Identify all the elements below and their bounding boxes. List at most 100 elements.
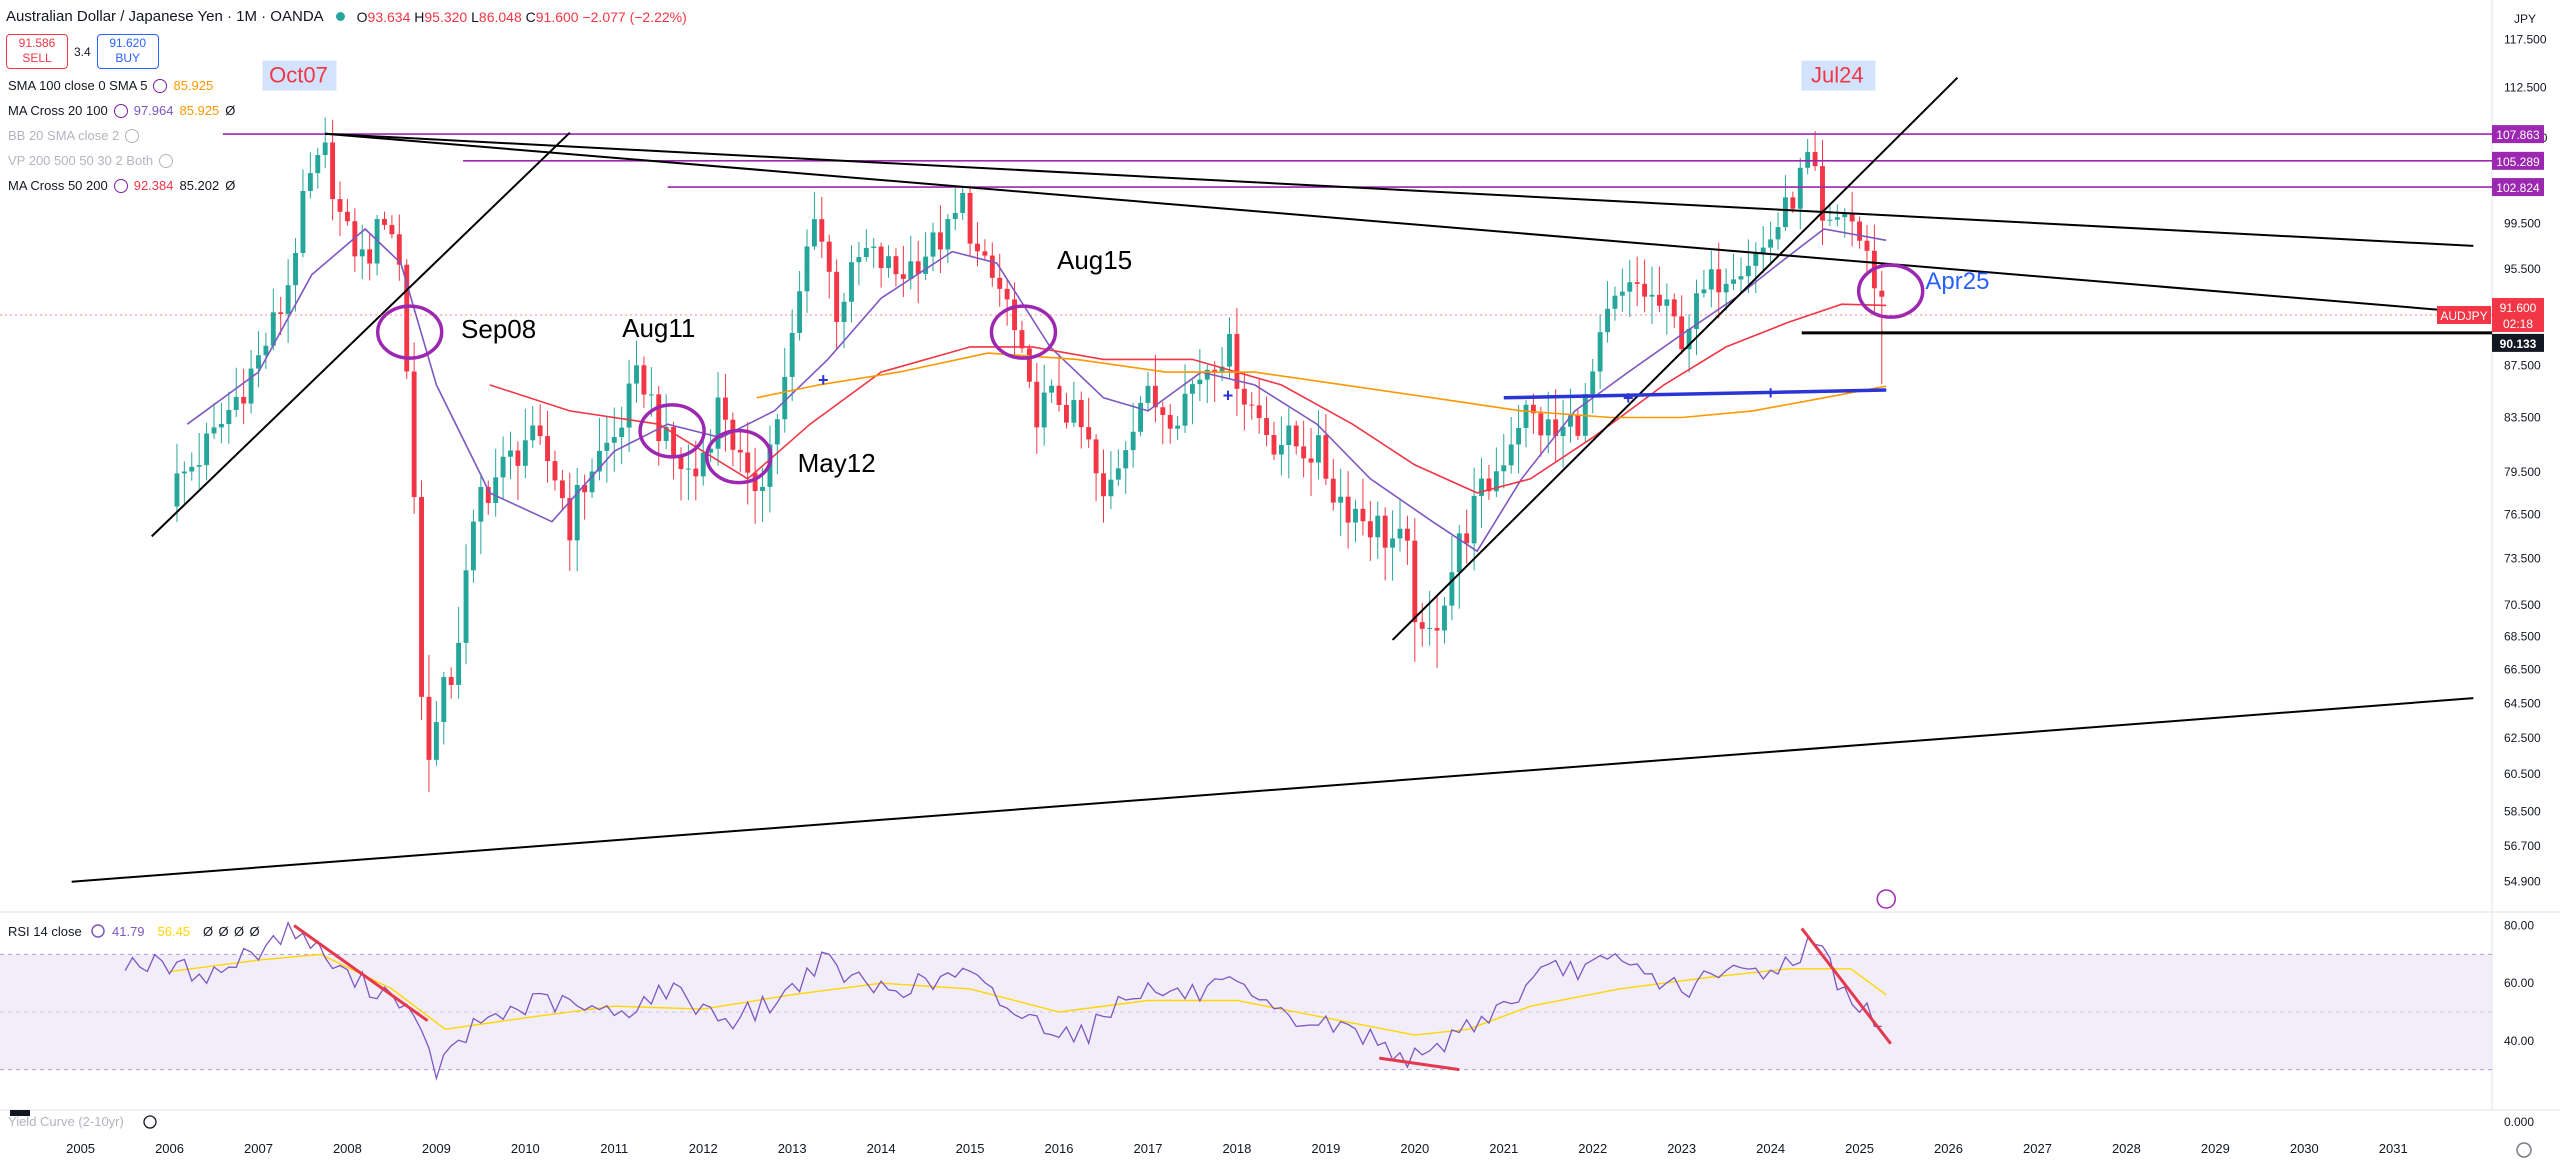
candle-body (1130, 431, 1136, 451)
annotation-circle[interactable] (1856, 263, 1925, 319)
time-tick-label: 2031 (2379, 1141, 2408, 1156)
candle-body (522, 440, 528, 466)
annotation-circle[interactable] (638, 403, 706, 459)
candle-body (760, 486, 765, 491)
settings-icon[interactable] (153, 78, 168, 93)
settings-icon[interactable] (113, 178, 128, 193)
candle-body (1227, 333, 1232, 367)
indicator-row[interactable]: BB 20 SMA close 2 (8, 128, 140, 143)
candle-body (1390, 538, 1396, 548)
candle-body (752, 472, 758, 491)
candle-body (307, 173, 313, 191)
trendline[interactable] (325, 132, 2474, 314)
candle-body (411, 371, 417, 498)
candle-body (1419, 622, 1425, 629)
candle-body (1138, 402, 1144, 432)
settings-gear-icon[interactable] (2516, 1142, 2532, 1158)
candle-body (1330, 478, 1336, 503)
rsi-divergence-line[interactable] (293, 924, 429, 1022)
currency-label[interactable]: JPY (2513, 12, 2536, 26)
candle-body (508, 450, 513, 457)
price-label-box (2492, 178, 2544, 197)
candle-body (1204, 369, 1210, 380)
trendline[interactable] (325, 132, 2474, 247)
candle-body (1375, 515, 1381, 538)
candle-body (1338, 496, 1344, 503)
ohlc-close-label: C (525, 8, 536, 25)
candle-body (1264, 418, 1270, 436)
candle-body (1345, 496, 1351, 523)
candle-body (1404, 528, 1410, 541)
annotation-label[interactable]: Apr25 (1925, 268, 1989, 295)
candle-body (597, 450, 602, 472)
buy-button[interactable]: 91.620 BUY (96, 34, 159, 69)
settings-icon[interactable] (91, 924, 105, 938)
sell-button[interactable]: 91.586 SELL (6, 34, 68, 69)
candle-body (1842, 212, 1848, 218)
time-tick-label: 2007 (244, 1141, 273, 1156)
time-tick-label: 2020 (1400, 1141, 1429, 1156)
eye-hidden-icon[interactable] (143, 1115, 157, 1129)
candle-body (648, 394, 654, 396)
annotation-circle[interactable] (989, 304, 1058, 360)
candle-body (1212, 369, 1218, 373)
candle-body (1760, 247, 1766, 253)
candle-body (1775, 227, 1781, 240)
price-tick-label: 99.500 (2504, 216, 2541, 230)
candle-body (1160, 407, 1166, 415)
candle-body (456, 642, 462, 685)
indicator-row[interactable]: SMA 100 close 0 SMA 5 85.925 (8, 78, 213, 93)
rsi-divergence-line[interactable] (1379, 1056, 1460, 1072)
candle-body (789, 332, 795, 377)
trendline[interactable] (1391, 77, 1959, 641)
candle-body (1012, 299, 1017, 331)
settings-icon[interactable] (113, 103, 128, 118)
candle-body (367, 249, 373, 264)
symbol-title[interactable]: Australian Dollar / Japanese Yen · 1M · … (6, 8, 324, 25)
annotation-label[interactable]: Oct07 (269, 63, 328, 88)
lightning-icon[interactable] (1876, 889, 1896, 909)
annotation-label[interactable]: May12 (798, 448, 876, 478)
indicator-row[interactable]: MA Cross 20 100 97.964 85.925 Ø (8, 103, 235, 118)
candle-body (1812, 152, 1818, 167)
support-line[interactable] (1503, 388, 1887, 400)
candle-body (1523, 404, 1529, 428)
annotation-circle[interactable] (705, 428, 773, 485)
eye-hidden-icon[interactable] (125, 128, 140, 143)
candle-body (730, 419, 736, 450)
price-label-box (2492, 125, 2544, 144)
candle-body (1056, 385, 1062, 405)
candle-body (641, 365, 647, 395)
time-tick-label: 2026 (1934, 1141, 1963, 1156)
candle-body (989, 255, 995, 278)
candle-body (1278, 445, 1284, 455)
annotation-label[interactable]: Jul24 (1811, 63, 1864, 88)
annotation-label[interactable]: Aug11 (622, 313, 695, 343)
candle-body (1308, 458, 1314, 463)
annotation-circle[interactable] (375, 304, 444, 360)
candle-body (997, 277, 1003, 289)
trendline[interactable] (151, 131, 571, 538)
buy-price: 91.620 (109, 36, 147, 50)
indicator-name: MA Cross 20 100 (8, 103, 108, 118)
cross-marker: + (1765, 383, 1776, 403)
candle-body (315, 155, 321, 174)
indicator-row[interactable]: VP 200 500 50 30 2 Both (8, 153, 174, 168)
candle-body (1501, 465, 1507, 472)
rsi-divergence-line[interactable] (1800, 927, 1892, 1045)
candle-body (1167, 414, 1173, 429)
trendline[interactable] (71, 697, 2474, 883)
candle-body (1753, 252, 1759, 266)
eye-hidden-icon[interactable] (159, 153, 174, 168)
price-tick-label: 73.500 (2504, 552, 2541, 566)
candle-body (1545, 419, 1551, 436)
candle-body (841, 301, 847, 323)
annotation-label[interactable]: Sep08 (461, 314, 536, 344)
candle-body (1560, 426, 1566, 437)
annotation-label[interactable]: Aug15 (1057, 245, 1132, 275)
candle-body (945, 219, 951, 250)
indicator-row[interactable]: MA Cross 50 200 92.384 85.202 Ø (8, 178, 235, 193)
price-tick-label: 95.500 (2504, 262, 2541, 276)
